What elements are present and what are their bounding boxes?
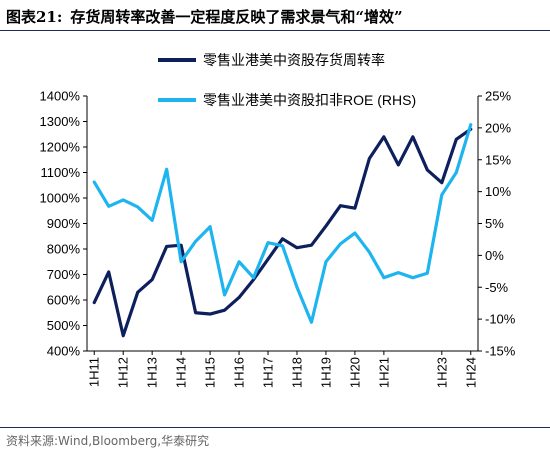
x-tick-label: 1H18 — [289, 357, 304, 388]
x-tick-label: 1H21 — [376, 357, 391, 388]
y-tick-label-left: 1400% — [40, 89, 81, 104]
x-tick-label: 1H15 — [203, 357, 218, 388]
y-tick-label-right: 20% — [485, 120, 511, 135]
chart-lines — [92, 123, 473, 338]
y-tick-label-right: -5% — [485, 280, 509, 295]
y-tick-label-right: 15% — [485, 152, 511, 167]
y-tick-label-right: 25% — [485, 89, 511, 104]
title-rule — [0, 30, 550, 31]
y-tick-label-right: 0% — [485, 248, 504, 263]
y-tick-label-left: 500% — [47, 318, 81, 333]
source-rule — [0, 427, 550, 428]
y-tick-label-left: 700% — [47, 267, 81, 282]
x-tick-label: 1H24 — [463, 357, 478, 388]
x-tick-label: 1H11 — [87, 357, 102, 387]
x-tick-label: 1H17 — [261, 357, 276, 388]
y-tick-label-left: 900% — [47, 216, 81, 231]
y-tick-label-left: 400% — [47, 344, 81, 359]
y-tick-label-left: 600% — [47, 293, 81, 308]
legend-label-2: 零售业港美中资股扣非ROE (RHS) — [203, 92, 416, 108]
series-line-1 — [92, 127, 473, 338]
figure-title: 图表21: 存货周转率改善一定程度反映了需求景气和“增效” — [6, 6, 403, 27]
y-tick-label-left: 1100% — [40, 165, 80, 180]
y-tick-label-right: -15% — [485, 344, 516, 359]
y-tick-label-right: 10% — [485, 184, 511, 199]
y-tick-label-left: 1300% — [40, 114, 81, 129]
x-tick-label: 1H19 — [318, 357, 333, 388]
x-tick-label: 1H16 — [232, 357, 247, 388]
x-tick-label: 1H13 — [145, 357, 160, 388]
y-tick-label-right: 5% — [485, 216, 504, 231]
legend-label-1: 零售业港美中资股存货周转率 — [203, 52, 385, 68]
x-tick-label: 1H14 — [174, 357, 189, 388]
y-tick-label-right: -10% — [485, 312, 516, 327]
x-tick-label: 1H23 — [434, 357, 449, 388]
y-tick-label-left: 800% — [47, 242, 81, 257]
x-tick-label: 1H12 — [116, 357, 131, 388]
chart-axes: 400% 500% 600% 700% 800% 900% 1000% 1100% 1200% 1… — [40, 89, 516, 389]
figure-number: 图表21: — [6, 8, 63, 26]
source-note: 资料来源:Wind,Bloomberg,华泰研究 — [6, 434, 210, 448]
y-tick-label-left: 1200% — [40, 140, 81, 155]
y-tick-label-left: 1000% — [40, 191, 81, 206]
figure-title-text: 存货周转率改善一定程度反映了需求景气和“增效” — [70, 8, 403, 26]
series-line-2 — [92, 123, 473, 324]
x-tick-label: 1H20 — [347, 357, 362, 388]
